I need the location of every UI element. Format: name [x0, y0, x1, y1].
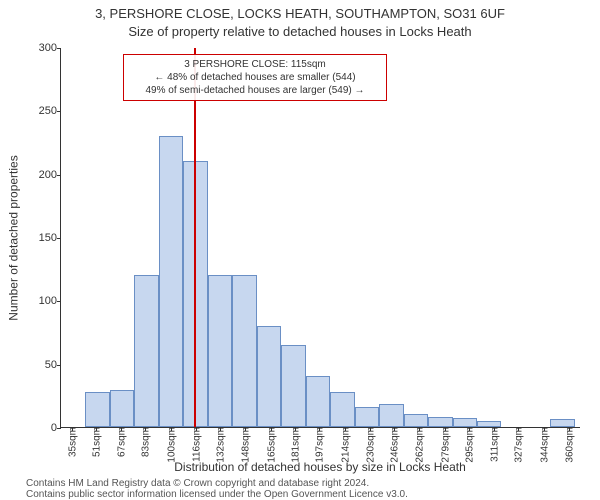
copyright-line1: Contains HM Land Registry data © Crown c…: [26, 478, 586, 489]
x-tick-label: 311sqm: [487, 427, 500, 462]
x-tick-label: 360sqm: [562, 427, 575, 463]
histogram-bar: [110, 390, 134, 427]
histogram-bar: [306, 376, 330, 427]
chart-title-line2: Size of property relative to detached ho…: [0, 24, 600, 39]
annotation-line1: 3 PERSHORE CLOSE: 115sqm: [130, 58, 380, 71]
x-tick-label: 230sqm: [363, 427, 376, 463]
histogram-bar: [453, 418, 477, 427]
y-tick-mark: [57, 111, 61, 112]
histogram-bar: [379, 404, 403, 427]
annotation-box: 3 PERSHORE CLOSE: 115sqm← 48% of detache…: [123, 54, 387, 101]
x-tick-label: 148sqm: [238, 427, 251, 463]
y-tick-mark: [57, 175, 61, 176]
x-tick-label: 327sqm: [512, 427, 525, 463]
x-tick-label: 279sqm: [438, 427, 451, 463]
x-tick-label: 51sqm: [90, 427, 103, 457]
x-tick-label: 116sqm: [189, 427, 202, 462]
x-tick-label: 165sqm: [264, 427, 277, 463]
histogram-bar: [159, 136, 183, 427]
x-tick-label: 35sqm: [65, 427, 78, 457]
copyright-line2: Contains public sector information licen…: [26, 489, 586, 500]
y-tick-mark: [57, 238, 61, 239]
y-tick-mark: [57, 365, 61, 366]
histogram-bar: [232, 275, 256, 427]
x-tick-label: 214sqm: [339, 427, 352, 463]
x-tick-label: 344sqm: [538, 427, 551, 463]
x-tick-label: 132sqm: [214, 427, 227, 463]
x-tick-label: 246sqm: [388, 427, 401, 463]
x-tick-label: 83sqm: [139, 427, 152, 457]
copyright-text: Contains HM Land Registry data © Crown c…: [26, 478, 586, 500]
histogram-bar: [355, 407, 379, 427]
y-tick-mark: [57, 301, 61, 302]
histogram-bar: [281, 345, 305, 427]
histogram-bar: [208, 275, 232, 427]
histogram-bar: [477, 421, 501, 427]
y-axis-label-text: Number of detached properties: [7, 155, 21, 320]
annotation-line3: 49% of semi-detached houses are larger (…: [130, 84, 380, 97]
histogram-bar: [428, 417, 452, 427]
y-tick-mark: [57, 428, 61, 429]
histogram-bar: [404, 414, 428, 427]
x-tick-label: 181sqm: [289, 427, 302, 463]
plot-area: 05010015020025030035sqm51sqm67sqm83sqm10…: [60, 48, 580, 428]
chart-container: 3, PERSHORE CLOSE, LOCKS HEATH, SOUTHAMP…: [0, 0, 600, 500]
annotation-line2: ← 48% of detached houses are smaller (54…: [130, 71, 380, 84]
histogram-bar: [134, 275, 158, 427]
histogram-bar: [330, 392, 354, 427]
y-axis-label: Number of detached properties: [4, 48, 24, 428]
chart-title-line1: 3, PERSHORE CLOSE, LOCKS HEATH, SOUTHAMP…: [0, 6, 600, 21]
x-tick-label: 295sqm: [463, 427, 476, 463]
histogram-bar: [550, 419, 574, 427]
y-tick-mark: [57, 48, 61, 49]
x-tick-label: 197sqm: [313, 427, 326, 463]
x-tick-label: 100sqm: [165, 427, 178, 463]
histogram-bar: [257, 326, 281, 427]
histogram-bar: [85, 392, 109, 427]
x-tick-label: 262sqm: [412, 427, 425, 463]
x-axis-label: Distribution of detached houses by size …: [60, 460, 580, 474]
x-tick-label: 67sqm: [114, 427, 127, 457]
reference-line: [194, 48, 196, 427]
